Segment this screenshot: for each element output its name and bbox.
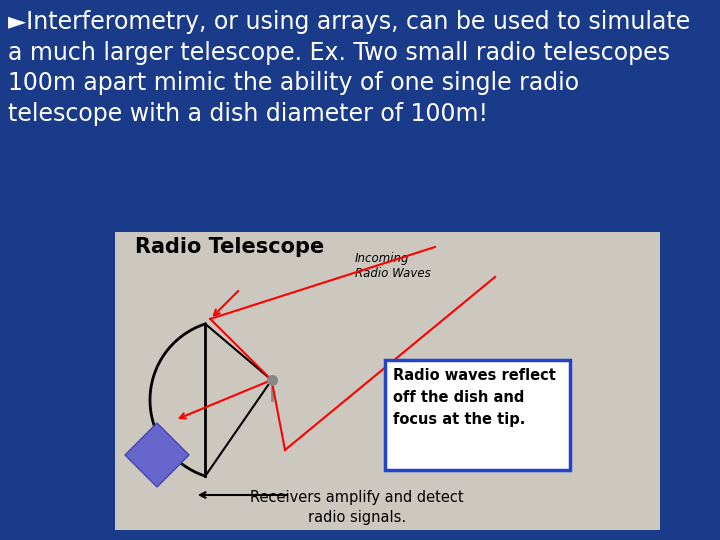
Text: Radio Telescope: Radio Telescope bbox=[135, 237, 324, 257]
Bar bbox=[115, 232, 660, 530]
Bar bbox=[385, 360, 570, 470]
Text: Receivers amplify and detect
radio signals.: Receivers amplify and detect radio signa… bbox=[250, 490, 464, 525]
Text: ►Interferometry, or using arrays, can be used to simulate
a much larger telescop: ►Interferometry, or using arrays, can be… bbox=[8, 10, 690, 126]
Text: Incoming
Radio Waves: Incoming Radio Waves bbox=[355, 252, 431, 280]
Text: Radio waves reflect
off the dish and
focus at the tip.: Radio waves reflect off the dish and foc… bbox=[393, 368, 556, 427]
Polygon shape bbox=[125, 423, 189, 487]
